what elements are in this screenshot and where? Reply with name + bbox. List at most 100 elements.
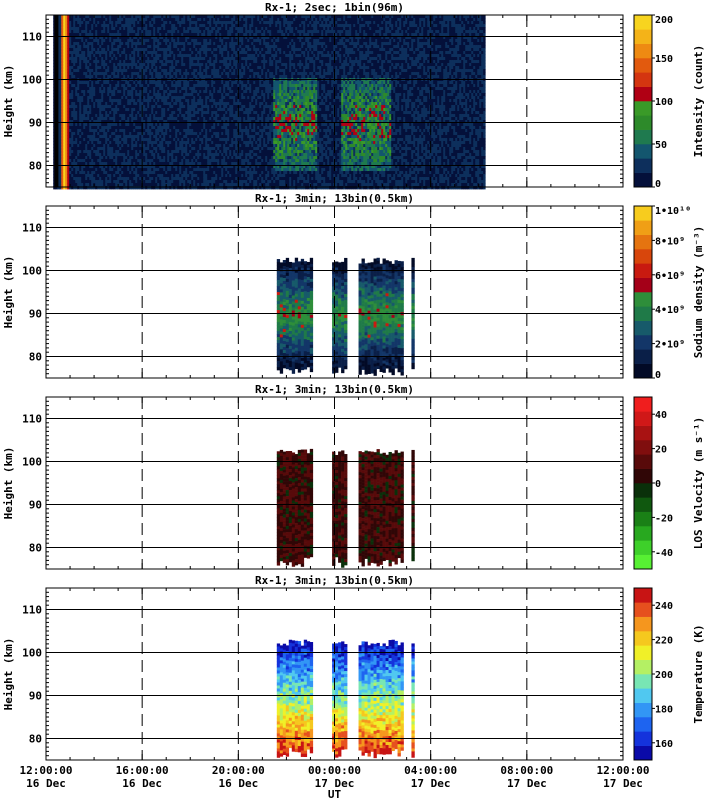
intensity-cell <box>105 57 108 61</box>
intensity-cell <box>117 153 120 157</box>
intensity-cell <box>121 63 124 67</box>
intensity-cell <box>121 168 124 172</box>
intensity-cell <box>65 60 68 64</box>
intensity-cell <box>121 177 124 181</box>
intensity-cell <box>115 54 118 58</box>
intensity-cell <box>69 27 72 31</box>
intensity-cell <box>105 15 108 19</box>
intensity-cell <box>91 84 94 88</box>
intensity-cell <box>67 30 70 34</box>
intensity-cell <box>129 174 132 178</box>
intensity-cell <box>95 72 98 76</box>
intensity-cell <box>117 129 120 133</box>
intensity-cell <box>65 93 68 97</box>
intensity-cell <box>125 57 128 61</box>
intensity-cell <box>71 99 74 103</box>
intensity-cell <box>109 63 112 67</box>
intensity-cell <box>95 24 98 28</box>
intensity-cell <box>109 141 112 145</box>
intensity-cell <box>77 87 80 91</box>
intensity-cell <box>131 54 134 58</box>
intensity-cell <box>65 174 68 178</box>
intensity-cell <box>93 21 96 25</box>
intensity-cell <box>101 36 104 40</box>
intensity-cell <box>107 168 110 172</box>
intensity-cell <box>115 168 118 172</box>
intensity-cell <box>77 183 80 187</box>
intensity-cell <box>59 54 62 58</box>
intensity-cell <box>97 72 100 76</box>
intensity-cell <box>69 114 72 118</box>
intensity-cell <box>123 186 126 190</box>
intensity-cell <box>75 111 78 115</box>
intensity-cell <box>73 132 76 136</box>
intensity-cell <box>99 156 102 160</box>
intensity-cell <box>87 81 90 85</box>
intensity-cell <box>117 99 120 103</box>
intensity-cell <box>107 144 110 148</box>
intensity-cell <box>59 72 62 76</box>
intensity-cell <box>71 84 74 88</box>
intensity-cell <box>71 183 74 187</box>
intensity-cell <box>131 21 134 25</box>
intensity-cell <box>131 108 134 112</box>
intensity-cell <box>107 171 110 175</box>
intensity-cell <box>105 120 108 124</box>
intensity-cell <box>87 156 90 160</box>
intensity-cell <box>125 120 128 124</box>
intensity-cell <box>129 93 132 97</box>
intensity-cell <box>111 81 114 85</box>
intensity-cell <box>115 15 118 19</box>
intensity-cell <box>127 90 130 94</box>
intensity-cell <box>75 186 78 190</box>
intensity-cell <box>63 51 66 55</box>
intensity-cell <box>81 96 84 100</box>
intensity-cell <box>119 120 122 124</box>
intensity-cell <box>75 165 78 169</box>
intensity-cell <box>53 138 56 142</box>
intensity-cell <box>115 180 118 184</box>
intensity-cell <box>99 111 102 115</box>
intensity-cell <box>99 180 102 184</box>
intensity-cell <box>85 45 88 49</box>
intensity-cell <box>129 72 132 76</box>
intensity-cell <box>107 123 110 127</box>
intensity-cell <box>87 48 90 52</box>
intensity-cell <box>83 153 86 157</box>
intensity-cell <box>77 153 80 157</box>
intensity-cell <box>77 117 80 121</box>
intensity-cell <box>125 84 128 88</box>
intensity-cell <box>63 15 66 19</box>
intensity-cell <box>111 165 114 169</box>
intensity-cell <box>107 60 110 64</box>
intensity-cell <box>59 114 62 118</box>
intensity-cell <box>105 60 108 64</box>
intensity-cell <box>71 138 74 142</box>
intensity-cell <box>85 48 88 52</box>
intensity-cell <box>111 39 114 43</box>
intensity-cell <box>91 183 94 187</box>
intensity-cell <box>119 87 122 91</box>
intensity-cell <box>125 45 128 49</box>
intensity-cell <box>79 81 82 85</box>
intensity-cell <box>81 183 84 187</box>
intensity-cell <box>81 27 84 31</box>
intensity-cell <box>89 171 92 175</box>
intensity-cell <box>113 15 116 19</box>
intensity-cell <box>53 66 56 70</box>
intensity-cell <box>89 15 92 19</box>
intensity-cell <box>63 21 66 25</box>
intensity-cell <box>65 30 68 34</box>
intensity-cell <box>99 21 102 25</box>
intensity-cell <box>61 42 64 46</box>
intensity-cell <box>123 147 126 151</box>
intensity-cell <box>87 129 90 133</box>
intensity-cell <box>97 75 100 79</box>
intensity-cell <box>53 171 56 175</box>
intensity-cell <box>105 63 108 67</box>
intensity-cell <box>65 69 68 73</box>
intensity-cell <box>115 165 118 169</box>
intensity-cell <box>109 99 112 103</box>
intensity-cell <box>115 63 118 67</box>
intensity-cell <box>109 18 112 22</box>
